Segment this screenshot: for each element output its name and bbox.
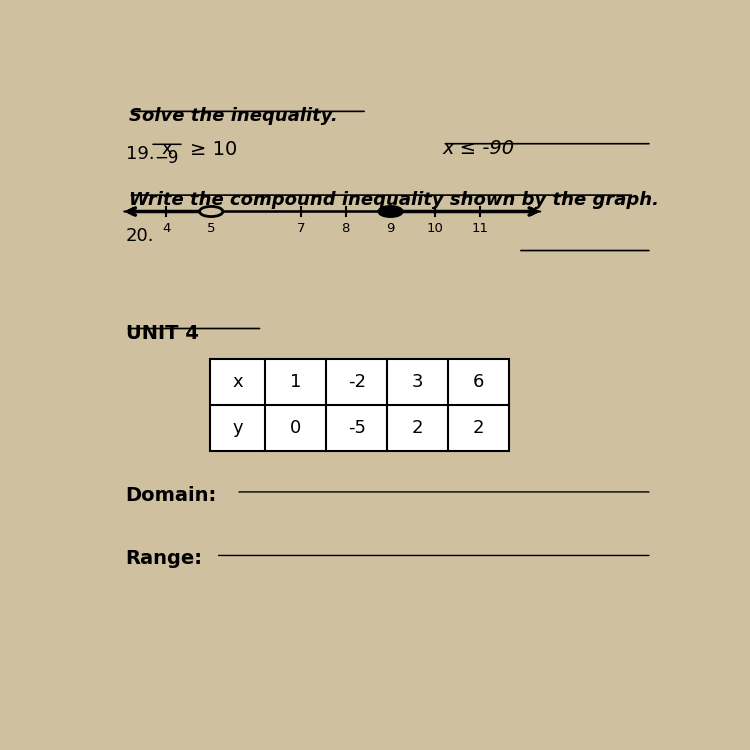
Circle shape (200, 206, 223, 217)
Text: x: x (161, 140, 172, 158)
Circle shape (379, 206, 402, 217)
Text: 7: 7 (296, 222, 305, 236)
Text: Range:: Range: (126, 549, 202, 568)
Text: Domain:: Domain: (126, 485, 217, 505)
Text: −9: −9 (154, 149, 178, 167)
Text: Write the compound inequality shown by the graph.: Write the compound inequality shown by t… (129, 191, 658, 209)
Text: x: x (232, 373, 243, 391)
Text: 3: 3 (412, 373, 424, 391)
Text: 10: 10 (427, 222, 444, 236)
Text: -5: -5 (348, 419, 366, 436)
Text: 6: 6 (473, 373, 484, 391)
Text: 2: 2 (473, 419, 484, 436)
Text: 19.: 19. (126, 145, 154, 163)
FancyBboxPatch shape (210, 358, 509, 451)
Text: y: y (232, 419, 243, 436)
Text: 1: 1 (290, 373, 302, 391)
Text: ≥ 10: ≥ 10 (190, 140, 237, 159)
Text: 9: 9 (386, 222, 394, 236)
Text: 11: 11 (472, 222, 489, 236)
Text: Solve the inequality.: Solve the inequality. (129, 107, 338, 125)
Text: 0: 0 (290, 419, 302, 436)
Text: 5: 5 (207, 222, 215, 236)
Text: UNIT 4: UNIT 4 (126, 324, 199, 343)
Text: 4: 4 (162, 222, 170, 236)
Text: 2: 2 (412, 419, 424, 436)
Text: x ≤ -90: x ≤ -90 (442, 139, 514, 158)
Text: 20.: 20. (126, 227, 154, 245)
Text: 8: 8 (341, 222, 350, 236)
Text: -2: -2 (348, 373, 366, 391)
